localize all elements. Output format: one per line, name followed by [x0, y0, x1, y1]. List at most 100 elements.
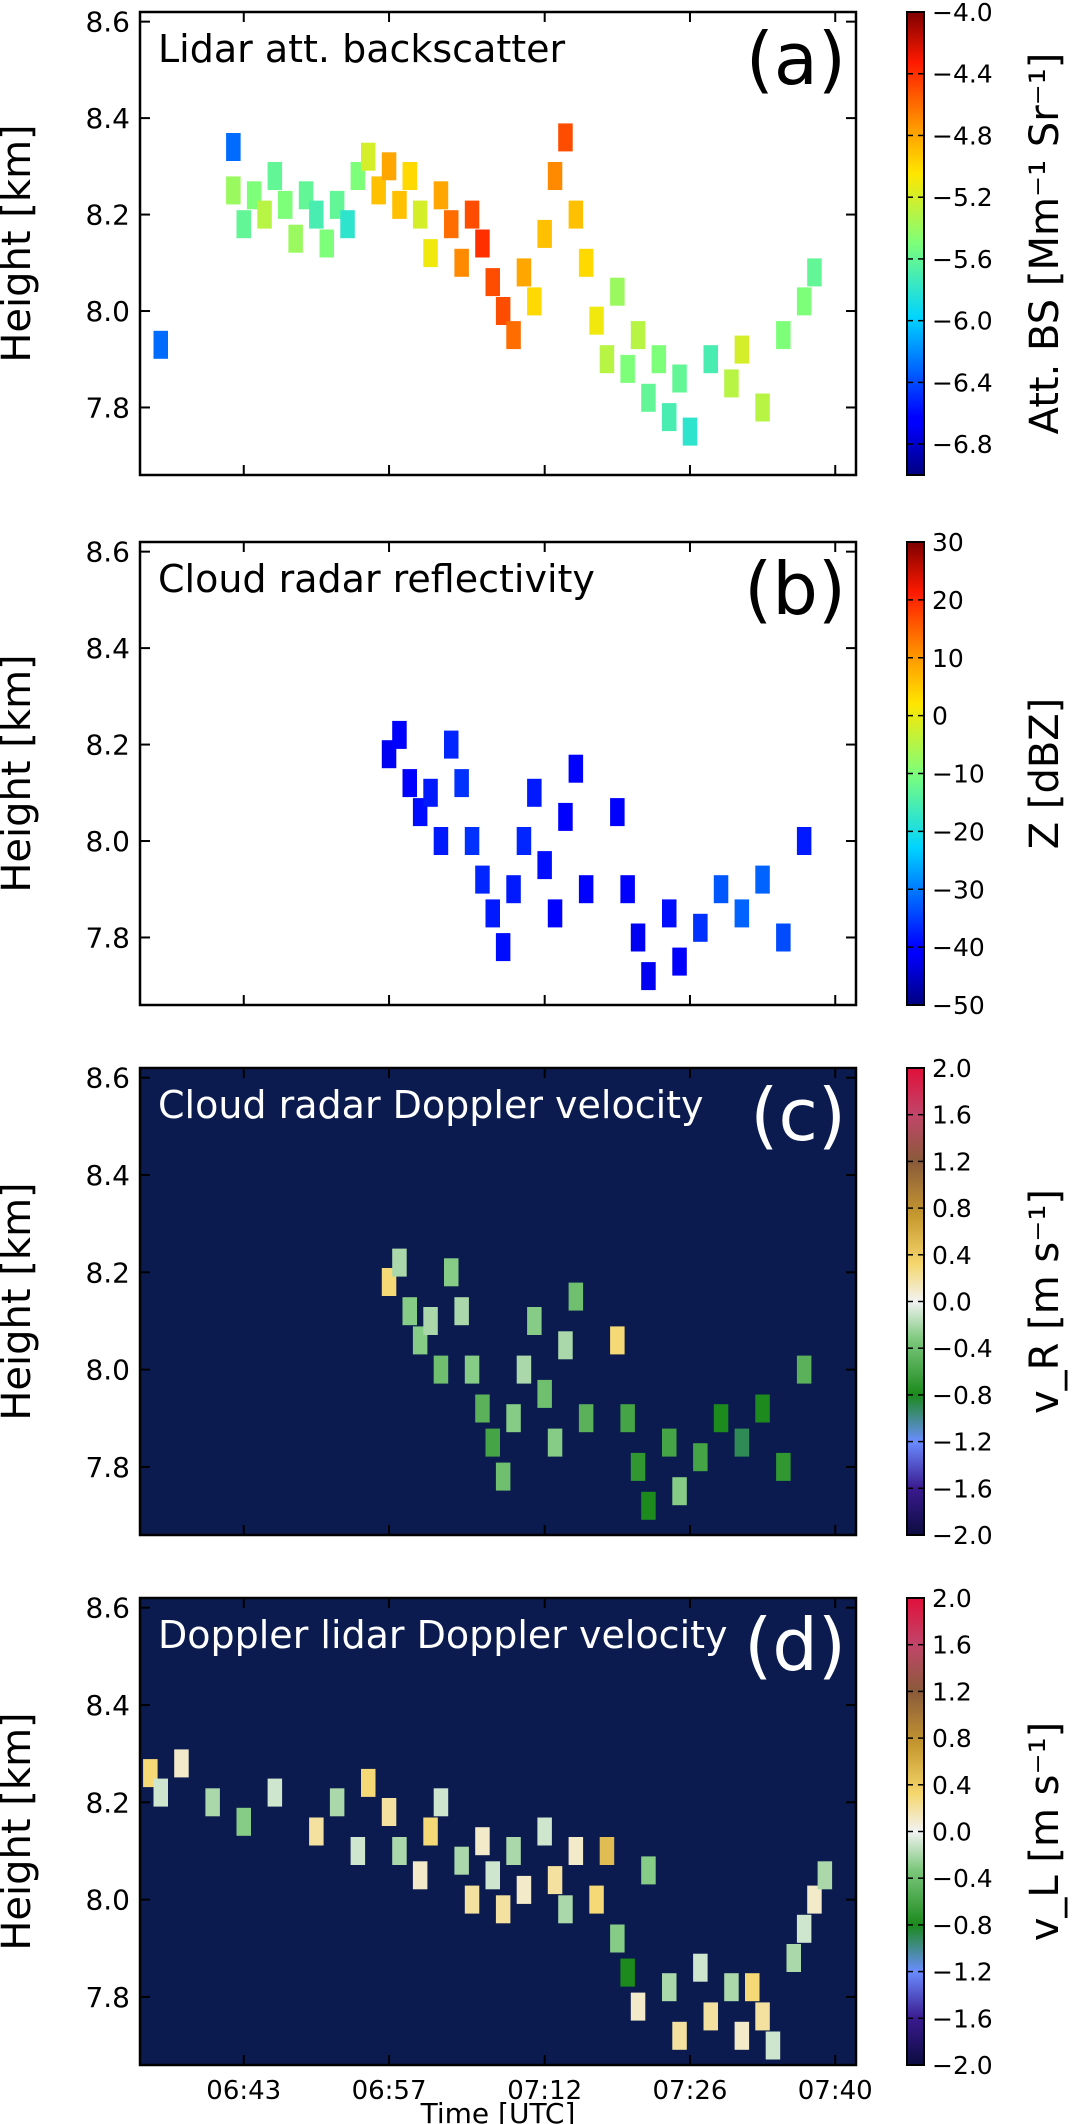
data-cell-27 — [485, 268, 500, 297]
data-cell-16 — [371, 176, 386, 205]
data-cell-22 — [537, 1817, 552, 1846]
data-cell-31 — [796, 827, 812, 855]
y-axis-label: Height [km] — [0, 1182, 40, 1420]
data-cell-11 — [495, 933, 511, 962]
data-cell-6 — [267, 162, 283, 190]
y-tick-label: 8.4 — [85, 1159, 130, 1192]
colorbar-tick-label: 0.8 — [932, 1194, 972, 1223]
colorbar-tick-label: −4.8 — [932, 121, 993, 150]
data-cell-31 — [641, 1856, 656, 1885]
colorbar-tick-label: −30 — [932, 875, 985, 904]
data-cell-19 — [578, 875, 594, 904]
data-cell-35 — [568, 200, 584, 229]
x-tick-label: 07:12 — [507, 2076, 582, 2106]
colorbar-label: v_R [m s⁻¹] — [1022, 1189, 1068, 1414]
data-cell-30 — [776, 923, 791, 952]
data-cell-49 — [734, 335, 750, 364]
data-cell-35 — [703, 2002, 718, 2031]
data-cell-10 — [309, 200, 324, 229]
panel-b: 7.8 8.0 8.2 8.4 8.6 Height [km] Cloud radar re… — [0, 528, 1068, 1020]
data-cell-12 — [506, 875, 521, 904]
data-cell-30 — [776, 1452, 791, 1481]
data-cell-28 — [610, 1924, 625, 1953]
data-cell-17 — [381, 152, 397, 181]
y-tick-label: 8.0 — [85, 1884, 130, 1917]
panel-title: Lidar att. backscatter — [158, 27, 566, 71]
data-cell-53 — [807, 258, 822, 287]
colorbar-tick-label: −6.4 — [932, 368, 993, 397]
colorbar-label: v_L [m s⁻¹] — [1022, 1722, 1068, 1942]
data-cell-10 — [485, 899, 500, 928]
data-cell-28 — [734, 1428, 750, 1457]
data-cell-15 — [361, 142, 376, 171]
data-cell-3 — [236, 210, 251, 239]
data-cell-42 — [641, 383, 656, 412]
panel-title: Cloud radar Doppler velocity — [158, 1083, 704, 1127]
data-cell-40 — [620, 354, 635, 383]
colorbar-tick-label: 1.6 — [932, 1101, 972, 1130]
plot-background — [140, 542, 856, 1005]
data-cell-5 — [257, 200, 272, 229]
data-cell-29 — [620, 1958, 635, 1987]
data-cell-6 — [444, 730, 459, 759]
colorbar-tick-label: 1.6 — [932, 1631, 972, 1660]
colorbar-tick-label: −1.2 — [932, 1958, 993, 1987]
colorbar-tick-label: −6.8 — [932, 430, 993, 459]
data-cell-48 — [724, 369, 739, 398]
data-cell-2 — [402, 769, 417, 798]
data-cell-13 — [423, 1817, 438, 1846]
data-cell-12 — [412, 1861, 428, 1890]
colorbar-tick-label: −4.0 — [932, 0, 993, 27]
data-cell-9 — [361, 1768, 376, 1797]
y-tick-label: 7.8 — [85, 1451, 130, 1484]
y-tick-label: 8.0 — [85, 1354, 130, 1387]
colorbar-tick-label: 0.0 — [932, 1818, 972, 1847]
data-cell-7 — [454, 1297, 469, 1326]
data-cell-4 — [236, 1807, 251, 1836]
data-cell-8 — [464, 1355, 480, 1384]
data-cell-45 — [672, 364, 687, 393]
colorbar-tick-label: −1.6 — [932, 2004, 993, 2033]
y-tick-label: 8.2 — [85, 199, 130, 232]
data-cell-28 — [495, 297, 511, 325]
data-cell-7 — [329, 1788, 345, 1817]
panel-title: Doppler lidar Doppler velocity — [158, 1613, 728, 1657]
data-cell-23 — [547, 1866, 563, 1895]
data-cell-21 — [516, 1875, 532, 1904]
data-cell-17 — [475, 1827, 490, 1856]
colorbar-tick-label: 20 — [932, 586, 964, 615]
y-axis-label: Height [km] — [0, 654, 40, 892]
y-axis-label: Height [km] — [0, 1712, 40, 1950]
data-cell-43 — [651, 345, 667, 374]
y-tick-label: 8.2 — [85, 1256, 130, 1289]
data-cell-30 — [630, 1992, 646, 2021]
y-axis-label: Height [km] — [0, 124, 40, 362]
data-cell-2 — [402, 1297, 417, 1326]
data-cell-23 — [641, 962, 656, 991]
data-cell-18 — [392, 190, 407, 219]
colorbar-tick-label: 1.2 — [932, 1677, 972, 1706]
y-tick-label: 8.4 — [85, 1689, 130, 1722]
colorbar-tick-label: −2.0 — [932, 2051, 993, 2080]
colorbar-tick-label: 2.0 — [932, 1584, 972, 1613]
data-cell-23 — [444, 210, 459, 239]
colorbar-tick-label: −0.4 — [932, 1334, 993, 1363]
data-cell-9 — [475, 865, 490, 894]
data-cell-29 — [506, 321, 521, 350]
y-tick-label: 7.8 — [85, 1981, 130, 2014]
data-cell-15 — [454, 1846, 469, 1875]
data-cell-31 — [527, 287, 542, 316]
panel-letter: (d) — [744, 1603, 846, 1687]
y-tick-label: 8.0 — [85, 295, 130, 328]
data-cell-26 — [589, 1885, 604, 1914]
data-cell-29 — [755, 865, 770, 894]
colorbar-tick-label: −5.2 — [932, 183, 993, 212]
data-cell-1 — [226, 133, 241, 161]
data-cell-27 — [599, 1837, 615, 1865]
data-cell-24 — [662, 1428, 677, 1457]
data-cell-2 — [174, 1749, 189, 1778]
colorbar-tick-label: 0.4 — [932, 1771, 972, 1800]
data-cell-32 — [537, 219, 552, 248]
data-cell-4 — [423, 1307, 438, 1335]
colorbar-tick-label: −2.0 — [932, 1521, 993, 1550]
